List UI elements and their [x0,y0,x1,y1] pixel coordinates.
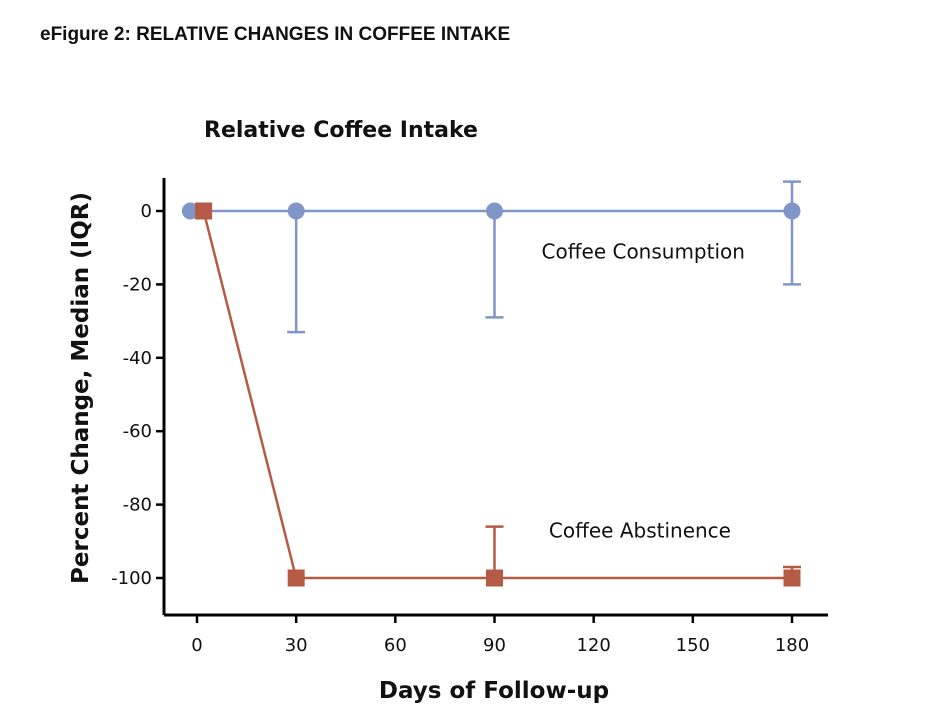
y-tick-label: -40 [123,348,152,369]
figure-title: eFigure 2: RELATIVE CHANGES IN COFFEE IN… [40,24,510,46]
figure-label: eFigure 2: [40,24,131,45]
y-tick-label: 0 [141,201,152,222]
x-tick-label: 150 [676,635,710,656]
data-point-consumption [287,202,305,220]
annotation-coffee-consumption: Coffee Consumption [542,239,745,263]
data-point-consumption [783,202,801,220]
data-point-abstinence [486,569,503,587]
x-tick-label: 90 [483,635,506,656]
x-tick-label: 30 [285,635,308,656]
y-tick-label: -60 [123,421,152,442]
data-point-abstinence [783,569,801,587]
x-tick-label: 180 [775,635,809,656]
data-point-consumption [181,202,199,220]
x-axis-label: Days of Follow-up [379,678,609,704]
x-tick-label: 0 [191,635,202,656]
series-line-abstinence [202,210,792,580]
data-point-consumption [486,202,503,220]
annotation-coffee-abstinence: Coffee Abstinence [549,518,731,542]
y-axis-label: Percent Change, Median (IQR) [68,192,94,584]
data-point-abstinence [287,569,305,587]
chart-title: Relative Coffee Intake [204,118,478,143]
figure-title-text: RELATIVE CHANGES IN COFFEE INTAKE [136,24,511,45]
y-tick-label: -100 [111,568,152,589]
y-tick-label: -80 [123,495,152,516]
x-tick-label: 120 [576,635,610,656]
y-tick-label: -20 [123,274,152,295]
data-point-abstinence [195,202,213,220]
x-tick-label: 60 [384,635,407,656]
